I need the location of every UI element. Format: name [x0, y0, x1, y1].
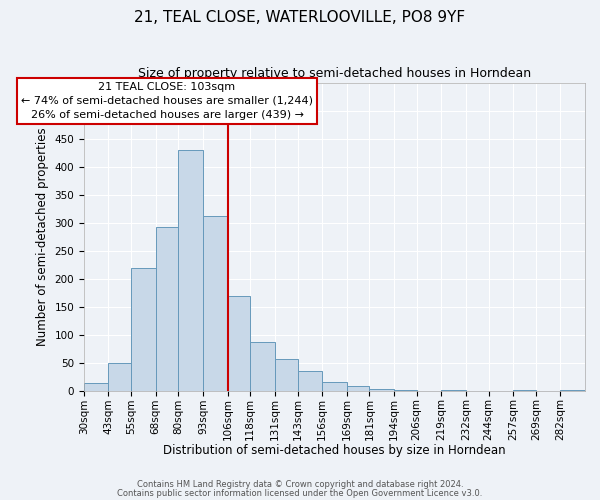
Bar	[178, 150, 203, 390]
Bar	[131, 268, 155, 390]
Text: Contains HM Land Registry data © Crown copyright and database right 2024.: Contains HM Land Registry data © Crown c…	[137, 480, 463, 489]
Title: Size of property relative to semi-detached houses in Horndean: Size of property relative to semi-detach…	[138, 68, 531, 80]
Bar	[275, 358, 298, 390]
Bar	[155, 226, 178, 390]
Bar	[109, 363, 131, 390]
X-axis label: Distribution of semi-detached houses by size in Horndean: Distribution of semi-detached houses by …	[163, 444, 506, 458]
Bar	[203, 216, 227, 390]
Bar	[250, 342, 275, 390]
Text: 21 TEAL CLOSE: 103sqm
← 74% of semi-detached houses are smaller (1,244)
26% of s: 21 TEAL CLOSE: 103sqm ← 74% of semi-deta…	[21, 82, 313, 120]
Text: 21, TEAL CLOSE, WATERLOOVILLE, PO8 9YF: 21, TEAL CLOSE, WATERLOOVILLE, PO8 9YF	[134, 10, 466, 25]
Bar	[227, 296, 250, 390]
Text: Contains public sector information licensed under the Open Government Licence v3: Contains public sector information licen…	[118, 489, 482, 498]
Bar	[347, 386, 370, 390]
Y-axis label: Number of semi-detached properties: Number of semi-detached properties	[36, 128, 49, 346]
Bar	[298, 371, 322, 390]
Bar	[84, 384, 109, 390]
Bar	[322, 382, 347, 390]
Bar	[370, 389, 394, 390]
